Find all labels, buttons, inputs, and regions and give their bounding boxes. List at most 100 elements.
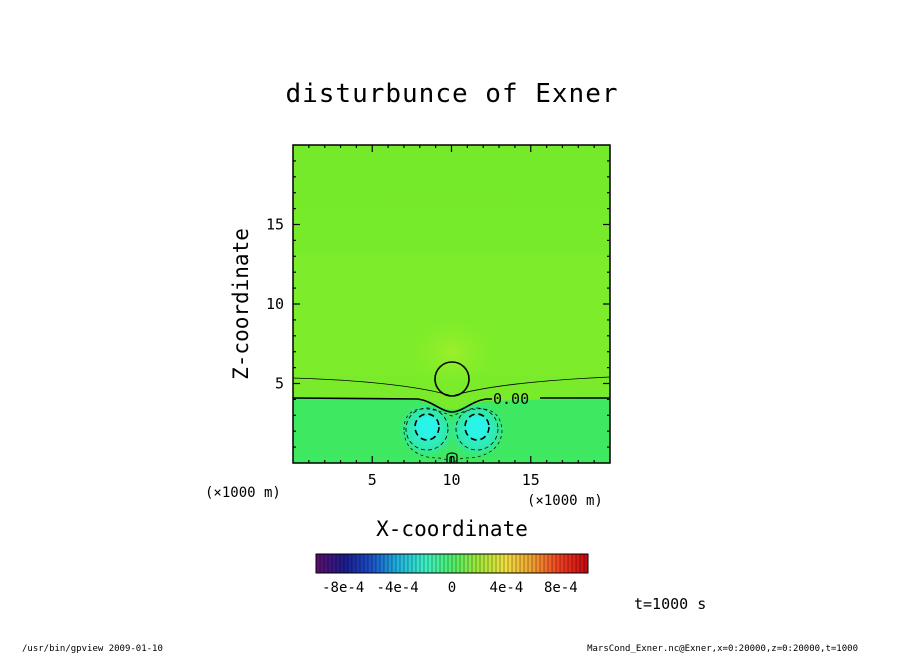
- colorbar-cell: [512, 554, 517, 573]
- colorbar-cell: [332, 554, 337, 573]
- x-axis-title: X-coordinate: [376, 517, 528, 541]
- y-axis-unit: (×1000 m): [205, 485, 281, 501]
- colorbar-cell: [488, 554, 493, 573]
- colorbar-cell: [452, 554, 457, 573]
- colorbar-frame: [315, 553, 589, 574]
- field-low-core-left: [416, 416, 438, 438]
- x-tick-label: 5: [368, 471, 377, 489]
- colorbar-cell: [348, 554, 353, 573]
- colorbar-cell: [372, 554, 377, 573]
- colorbar-cell: [456, 554, 461, 573]
- colorbar: [315, 554, 589, 573]
- colorbar-cell: [380, 554, 385, 573]
- field-high-halo: [400, 312, 504, 392]
- contour-label: 0.00: [493, 390, 529, 408]
- colorbar-cell: [368, 554, 373, 573]
- colorbar-cell: [492, 554, 497, 573]
- colorbar-cell: [496, 554, 501, 573]
- colorbar-cell: [412, 554, 417, 573]
- colorbar-cell: [428, 554, 433, 573]
- colorbar-cell: [580, 554, 585, 573]
- x-tick-label: 15: [522, 471, 540, 489]
- contour-neg-right-1: [464, 413, 490, 441]
- colorbar-cell: [336, 554, 341, 573]
- colorbar-cell: [468, 554, 473, 573]
- colorbar-cell: [560, 554, 565, 573]
- plot-area: [293, 145, 610, 463]
- colorbar-cell: [444, 554, 449, 573]
- colorbar-cell: [476, 554, 481, 573]
- colorbar-cell: [552, 554, 557, 573]
- colorbar-cell: [356, 554, 361, 573]
- contour-zero-line: [293, 397, 492, 413]
- colorbar-cell: [460, 554, 465, 573]
- y-tick-label: 5: [275, 375, 284, 393]
- colorbar-cell: [548, 554, 553, 573]
- colorbar-cell: [408, 554, 413, 573]
- colorbar-cell: [416, 554, 421, 573]
- colorbar-cell: [432, 554, 437, 573]
- colorbar-cell: [480, 554, 485, 573]
- x-tick-label: 10: [442, 471, 460, 489]
- tick-marks: [293, 145, 610, 463]
- field-low-core-right: [466, 416, 488, 438]
- colorbar-cell: [440, 554, 445, 573]
- colorbar-cell: [328, 554, 333, 573]
- colorbar-cell: [508, 554, 513, 573]
- colorbar-cell: [376, 554, 381, 573]
- y-tick-labels: 5 10 15: [266, 216, 284, 393]
- colorbar-cell: [436, 554, 441, 573]
- footer-left: /usr/bin/gpview 2009-01-10: [22, 644, 163, 654]
- colorbar-cell: [448, 554, 453, 573]
- colorbar-tick-label: 4e-4: [490, 580, 524, 596]
- colorbar-cell: [484, 554, 489, 573]
- colorbar-cell: [384, 554, 389, 573]
- colorbar-tick-label: 0: [448, 580, 456, 596]
- colorbar-cell: [340, 554, 345, 573]
- colorbar-cell: [388, 554, 393, 573]
- colorbar-tick-label: -4e-4: [377, 580, 419, 596]
- colorbar-cell: [524, 554, 529, 573]
- colorbar-cell: [420, 554, 425, 573]
- colorbar-cell: [352, 554, 357, 573]
- colorbar-cell: [576, 554, 581, 573]
- colorbar-cell: [360, 554, 365, 573]
- x-axis-unit: (×1000 m): [527, 493, 603, 509]
- y-tick-label: 10: [266, 295, 284, 313]
- colorbar-cell: [572, 554, 577, 573]
- colorbar-cell: [472, 554, 477, 573]
- colorbar-cell: [396, 554, 401, 573]
- colorbar-cell: [344, 554, 349, 573]
- y-tick-label: 15: [266, 216, 284, 234]
- colorbar-cell: [520, 554, 525, 573]
- contour-high-center: [434, 361, 470, 397]
- contour-neg-outer: [403, 408, 503, 463]
- contour-neg-left-2: [405, 407, 449, 451]
- colorbar-tick-label: -8e-4: [322, 580, 364, 596]
- colorbar-cell: [528, 554, 533, 573]
- colorbar-cell: [320, 554, 325, 573]
- colorbar-cell: [532, 554, 537, 573]
- colorbar-cell: [400, 554, 405, 573]
- colorbar-cell: [392, 554, 397, 573]
- colorbar-cell: [464, 554, 469, 573]
- colorbar-cell: [540, 554, 545, 573]
- time-label: t=1000 s: [634, 595, 706, 613]
- colorbar-cell: [316, 554, 321, 573]
- colorbar-cell: [556, 554, 561, 573]
- colorbar-cell: [568, 554, 573, 573]
- colorbar-cell: [364, 554, 369, 573]
- colorbar-cell: [504, 554, 509, 573]
- x-tick-labels: 5 10 15: [368, 471, 540, 489]
- footer-right: MarsCond_Exner.nc@Exner,x=0:20000,z=0:20…: [587, 644, 858, 654]
- colorbar-cell: [564, 554, 569, 573]
- colorbar-cell: [544, 554, 549, 573]
- colorbar-cell: [500, 554, 505, 573]
- contour-neg-left-1: [414, 413, 440, 441]
- colorbar-cell: [584, 554, 589, 573]
- colorbar-cell: [516, 554, 521, 573]
- chart-title: disturbunce of Exner: [285, 79, 618, 109]
- colorbar-tick-label: 8e-4: [544, 580, 578, 596]
- colorbar-cell: [324, 554, 329, 573]
